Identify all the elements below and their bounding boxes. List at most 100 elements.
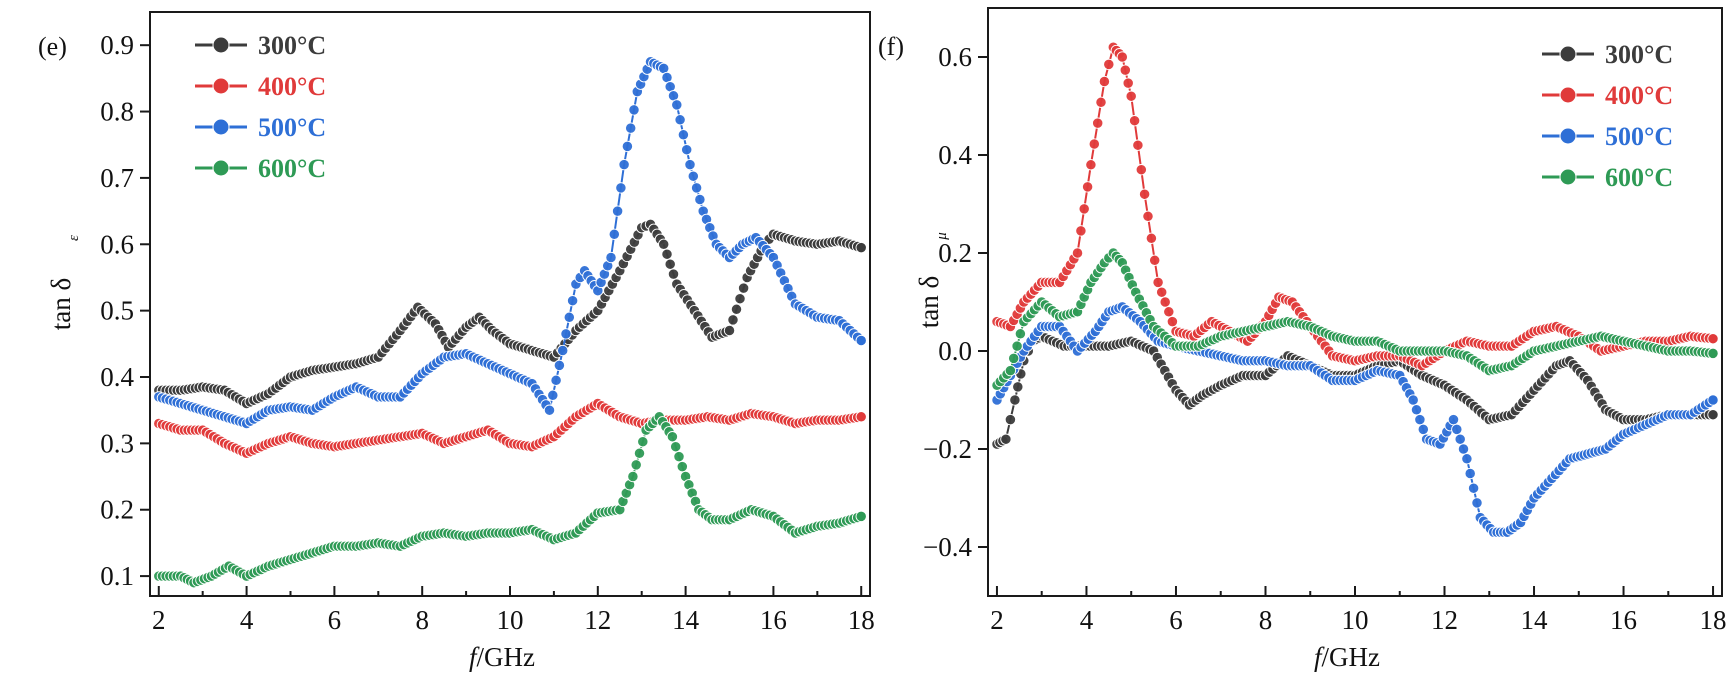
- data-point: [1004, 413, 1017, 426]
- y-tick-label: 0.6: [938, 42, 972, 72]
- chart-panel-f: 2 4 6 8 10 12 14 16 18 −0.4 −0.2 0.0 0.2 0.4 0.6 f/GHz t…: [878, 7, 1727, 672]
- legend-label: 400°C: [1605, 81, 1673, 110]
- data-point: [1014, 328, 1027, 340]
- legend-entry: 600°C: [195, 154, 326, 183]
- data-point: [730, 303, 743, 315]
- legend-label: 400°C: [258, 72, 326, 101]
- legend-entry: 500°C: [1542, 122, 1673, 151]
- y-tick-label: 0.3: [100, 428, 134, 458]
- data-point: [1417, 423, 1429, 436]
- data-point: [855, 241, 867, 254]
- data-point: [560, 328, 572, 340]
- legend-swatch-marker: [1559, 45, 1577, 63]
- x-tick-label: 6: [328, 605, 342, 635]
- data-point: [1149, 254, 1161, 266]
- legend-entry: 300°C: [1542, 40, 1673, 69]
- data-point: [1000, 433, 1012, 445]
- data-point: [694, 193, 706, 206]
- data-point: [1098, 75, 1111, 88]
- data-point: [1071, 247, 1084, 259]
- data-point: [1152, 276, 1164, 289]
- data-point: [553, 359, 566, 372]
- data-point: [1461, 453, 1473, 465]
- data-point: [673, 450, 685, 463]
- data-point: [661, 248, 673, 260]
- data-point: [1085, 159, 1097, 171]
- legend-label: 600°C: [1605, 163, 1673, 192]
- y-axis-subscript: μ: [934, 232, 950, 241]
- data-point: [1454, 433, 1466, 445]
- legend-swatch-marker: [212, 77, 230, 95]
- data-point: [615, 182, 627, 194]
- data-point: [627, 470, 639, 483]
- data-point: [1407, 394, 1419, 406]
- data-point: [1119, 64, 1131, 76]
- data-point: [690, 182, 703, 194]
- data-point: [1012, 381, 1024, 393]
- legend-label: 500°C: [258, 113, 326, 142]
- x-axis-title: f/GHz: [1314, 642, 1380, 672]
- x-tick-label: 2: [152, 605, 166, 635]
- x-tick-label: 4: [1080, 605, 1094, 635]
- legend-swatch-marker: [1559, 127, 1577, 145]
- y-axis-subscript: ε: [66, 235, 82, 241]
- data-point: [658, 238, 670, 250]
- data-point: [667, 268, 680, 280]
- series-3: [153, 411, 867, 589]
- y-tick-label: 0.5: [100, 296, 134, 326]
- data-point: [628, 104, 640, 116]
- data-point: [666, 431, 679, 443]
- x-tick-label: 8: [415, 605, 429, 635]
- data-point: [550, 374, 562, 386]
- data-point: [1095, 96, 1107, 108]
- data-point: [664, 258, 676, 270]
- data-point: [605, 251, 617, 264]
- data-point: [1166, 315, 1179, 328]
- data-point: [1128, 115, 1141, 127]
- data-point: [1156, 286, 1168, 298]
- y-tick-label: −0.4: [923, 532, 972, 562]
- data-point: [1011, 340, 1023, 352]
- legend-swatch-marker: [212, 159, 230, 177]
- data-point: [1464, 467, 1476, 480]
- data-point: [1163, 306, 1175, 318]
- y-tick-label: 0.6: [100, 229, 134, 259]
- data-point: [625, 122, 637, 134]
- data-point: [1116, 51, 1128, 63]
- data-point: [1008, 352, 1020, 365]
- legend-swatch-marker: [1559, 168, 1577, 186]
- data-point: [618, 158, 630, 171]
- data-point: [1132, 139, 1144, 151]
- data-point: [1135, 164, 1147, 176]
- data-point: [1092, 117, 1104, 129]
- y-tick-label: 0.1: [100, 561, 134, 591]
- y-tick-label: −0.2: [923, 434, 972, 464]
- series-1: [153, 397, 867, 459]
- data-point: [1447, 413, 1460, 426]
- data-point: [1122, 77, 1134, 89]
- x-axis-title-unit: /GHz: [1322, 642, 1380, 672]
- data-point: [1707, 347, 1719, 360]
- y-axis-title: tan δ: [46, 278, 76, 330]
- data-point: [566, 295, 579, 307]
- data-point: [1414, 413, 1426, 426]
- data-point: [1457, 443, 1470, 455]
- x-tick-label: 14: [1521, 605, 1549, 635]
- x-axis-title-var: f: [469, 642, 480, 672]
- data-point: [1451, 423, 1463, 436]
- data-point: [621, 140, 634, 153]
- x-tick-label: 12: [584, 605, 611, 635]
- series-0: [153, 218, 867, 410]
- legend-label: 500°C: [1605, 122, 1673, 151]
- data-point: [1142, 210, 1154, 222]
- data-point: [1145, 232, 1158, 244]
- data-point: [1159, 296, 1171, 308]
- data-point: [1075, 225, 1087, 237]
- data-point: [1078, 203, 1090, 215]
- data-point: [637, 436, 649, 448]
- data-point: [1004, 364, 1017, 377]
- data-point: [855, 334, 867, 347]
- data-point: [543, 404, 556, 416]
- series-2: [991, 301, 1719, 538]
- legend-swatch-marker: [212, 36, 230, 54]
